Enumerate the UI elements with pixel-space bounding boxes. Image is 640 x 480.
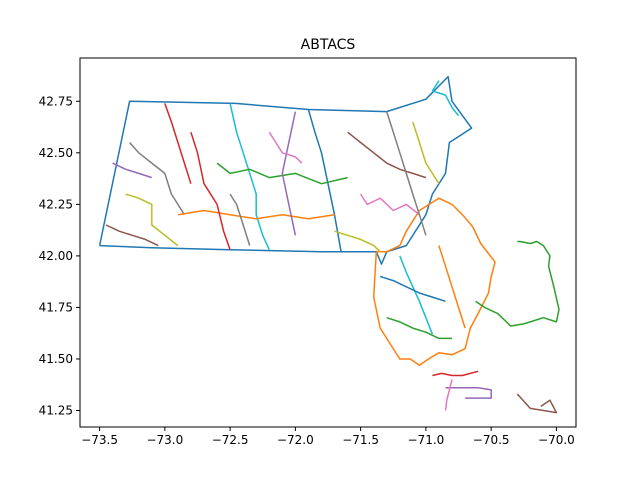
boundary-line-27 (229, 193, 251, 246)
plot-area (98, 75, 560, 414)
x-tick-label: −70.5 (473, 433, 510, 447)
y-tick-label: 41.25 (39, 404, 73, 418)
boundary-line-16 (359, 193, 420, 216)
boundary-line-11 (177, 209, 335, 220)
y-tick-label: 42.75 (39, 94, 73, 108)
x-tick-label: −73.0 (146, 433, 183, 447)
boundary-line-29 (431, 80, 460, 117)
boundary-line-14 (281, 111, 297, 236)
chart-title: ABTACS (301, 37, 356, 53)
boundary-line-0 (98, 75, 473, 265)
boundary-line-21 (438, 245, 466, 329)
boundary-line-5 (516, 393, 558, 414)
boundary-line-20 (379, 275, 446, 303)
boundary-line-7 (129, 142, 186, 216)
x-tick-label: −72.0 (277, 433, 314, 447)
boundary-line-12 (216, 162, 348, 185)
x-tick-label: −71.5 (342, 433, 379, 447)
y-tick-label: 42.50 (39, 146, 73, 160)
boundary-line-2 (475, 240, 560, 327)
boundary-line-10 (307, 109, 342, 252)
x-tick-label: −70.0 (538, 433, 575, 447)
boundary-line-28 (334, 230, 381, 253)
boundary-line-3 (432, 370, 479, 377)
boundary-line-9 (229, 103, 270, 251)
y-tick-label: 41.50 (39, 352, 73, 366)
x-tick-label: −73.5 (81, 433, 118, 447)
x-tick-label: −71.0 (408, 433, 445, 447)
x-tick-label: −72.5 (212, 433, 249, 447)
boundary-line-8 (125, 193, 179, 247)
boundary-line-23 (164, 103, 192, 184)
boundary-line-18 (412, 121, 440, 185)
y-tick-label: 42.25 (39, 197, 73, 211)
boundary-line-13 (190, 131, 231, 250)
boundary-line-17 (385, 111, 427, 236)
boundary-line-19 (399, 255, 434, 335)
boundary-line-4 (445, 387, 492, 399)
boundary-line-22 (386, 316, 452, 340)
boundary-line-26 (268, 131, 303, 164)
boundary-line-1 (372, 197, 496, 366)
boundary-line-15 (347, 131, 427, 179)
y-tick-label: 42.00 (39, 249, 73, 263)
boundary-line-25 (105, 224, 159, 247)
y-tick-label: 41.75 (39, 300, 73, 314)
y-axis: 41.25 41.50 41.75 42.00 42.25 42.50 42.75 (39, 94, 80, 418)
axes-frame (79, 57, 577, 428)
x-axis: −73.5 −73.0 −72.5 −72.0 −71.5 −71.0 −70.5 −70.0 (81, 427, 575, 447)
boundary-line-6 (444, 379, 453, 411)
boundary-line-24 (112, 162, 153, 179)
